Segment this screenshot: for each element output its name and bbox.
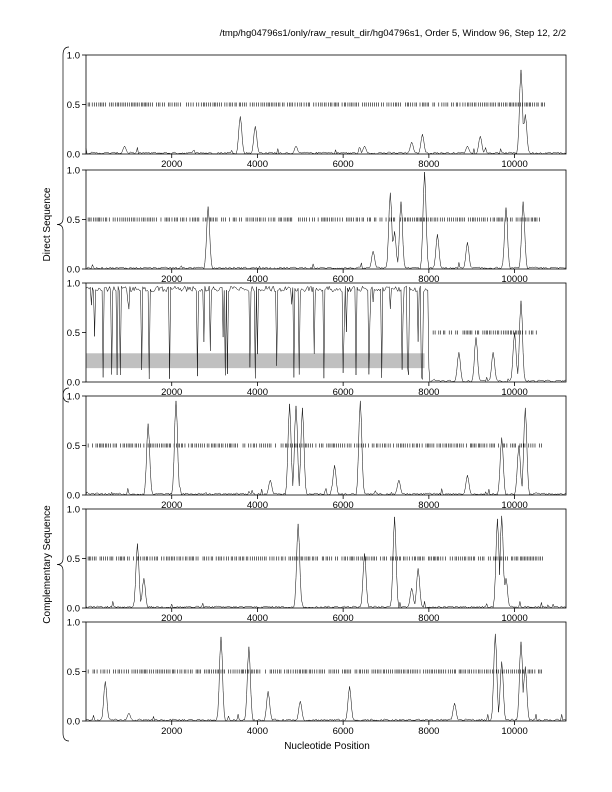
x-tick-label: 2000 — [161, 274, 182, 285]
y-tick-label: 0.0 — [67, 150, 80, 161]
panel-4: 0.0 0.5 1.0 2000 4000 6000 8000 10000 — [67, 392, 567, 511]
x-tick-label: 4000 — [247, 500, 268, 511]
midline-dashes — [87, 443, 542, 448]
x-tick-label: 6000 — [333, 159, 354, 170]
x-tick-label: 10000 — [501, 500, 527, 511]
bracket-path — [56, 46, 70, 403]
x-tick-label: 8000 — [418, 159, 439, 170]
group-bracket-1: Direct Sequence — [42, 46, 70, 403]
x-tick-label: 10000 — [501, 159, 527, 170]
midline-dashes — [87, 669, 542, 674]
x-tick-label: 4000 — [247, 274, 268, 285]
panels: 0.0 0.5 1.0 2000 4000 6000 8000 10000 0.0 0.5 1.0 2… — [67, 51, 567, 737]
x-tick-label: 10000 — [501, 387, 527, 398]
x-tick-label: 6000 — [333, 726, 354, 737]
series-trace — [85, 69, 567, 155]
y-tick-label: 1.0 — [67, 166, 80, 177]
x-tick-label: 10000 — [501, 613, 527, 624]
plot-frame — [85, 395, 567, 496]
x-tick-label: 6000 — [333, 613, 354, 624]
y-tick-label: 0.0 — [67, 491, 80, 502]
panel-2: 0.0 0.5 1.0 2000 4000 6000 8000 10000 — [67, 166, 567, 285]
series-trace — [85, 285, 567, 383]
series-trace — [85, 633, 567, 722]
x-tick-label: 2000 — [161, 613, 182, 624]
x-tick-label: 6000 — [333, 274, 354, 285]
group-label: Direct Sequence — [42, 187, 53, 261]
x-tick-label: 8000 — [418, 274, 439, 285]
panel-6: 0.0 0.5 1.0 2000 4000 6000 8000 10000 — [67, 618, 567, 737]
x-tick-label: 2000 — [161, 159, 182, 170]
x-tick-label: 2000 — [161, 726, 182, 737]
x-tick-label: 4000 — [247, 387, 268, 398]
midline-dashes — [87, 217, 540, 222]
x-tick-label: 2000 — [161, 500, 182, 511]
y-tick-label: 1.0 — [67, 505, 80, 516]
y-tick-label: 0.0 — [67, 378, 80, 389]
y-tick-label: 0.5 — [67, 328, 80, 339]
group-bracket-2: Complementary Sequence — [42, 387, 70, 742]
midline-dashes — [87, 102, 545, 107]
x-tick-label: 10000 — [501, 274, 527, 285]
group-brackets: Direct Sequence Complementary Sequence — [42, 46, 70, 742]
panel-1: 0.0 0.5 1.0 2000 4000 6000 8000 10000 — [67, 51, 567, 170]
y-tick-label: 0.5 — [67, 441, 80, 452]
panel-5: 0.0 0.5 1.0 2000 4000 6000 8000 10000 — [67, 505, 567, 624]
y-tick-label: 1.0 — [67, 51, 80, 62]
midline-dashes — [87, 556, 543, 561]
chart-title: /tmp/hg04796s1/only/raw_result_dir/hg047… — [220, 28, 566, 39]
panel-3: 0.0 0.5 1.0 2000 4000 6000 8000 10000 — [67, 279, 567, 398]
x-tick-label: 8000 — [418, 613, 439, 624]
x-tick-label: 10000 — [501, 726, 527, 737]
x-axis-label: Nucleotide Position — [284, 741, 370, 752]
x-tick-label: 4000 — [247, 613, 268, 624]
y-tick-label: 1.0 — [67, 618, 80, 629]
x-tick-label: 4000 — [247, 159, 268, 170]
y-tick-label: 0.0 — [67, 265, 80, 276]
y-tick-label: 1.0 — [67, 392, 80, 403]
y-tick-label: 0.5 — [67, 554, 80, 565]
x-tick-label: 6000 — [333, 387, 354, 398]
series-trace — [85, 400, 566, 496]
x-tick-label: 4000 — [247, 726, 268, 737]
y-tick-label: 0.5 — [67, 100, 80, 111]
y-tick-label: 0.0 — [67, 717, 80, 728]
y-tick-label: 0.0 — [67, 604, 80, 615]
y-tick-label: 0.5 — [67, 667, 80, 678]
x-tick-label: 8000 — [418, 387, 439, 398]
group-label: Complementary Sequence — [42, 505, 53, 624]
x-tick-label: 8000 — [418, 726, 439, 737]
x-tick-label: 2000 — [161, 387, 182, 398]
x-tick-label: 6000 — [333, 500, 354, 511]
midline-dashes — [432, 330, 537, 335]
y-tick-label: 1.0 — [67, 279, 80, 290]
y-tick-label: 0.5 — [67, 215, 80, 226]
series-trace — [85, 515, 567, 609]
x-tick-label: 8000 — [418, 500, 439, 511]
bracket-path — [56, 387, 70, 742]
